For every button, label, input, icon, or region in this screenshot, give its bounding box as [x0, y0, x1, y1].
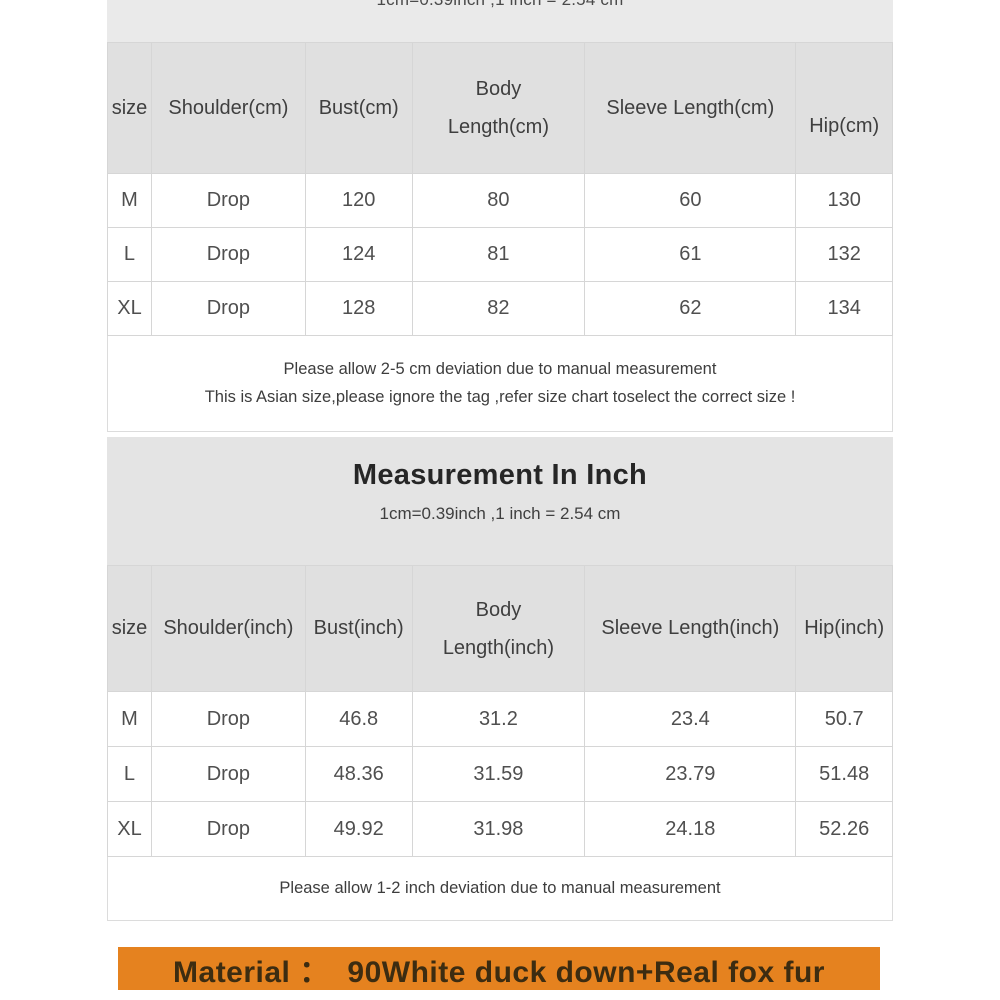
cm-cell-sleeve-l: 61 — [584, 227, 797, 282]
inch-header-hip: Hip(inch) — [795, 565, 893, 692]
inch-cell-bust-l: 48.36 — [304, 746, 413, 802]
clipped-subtitle-strip: 1cm=0.39inch ,1 inch = 2.54 cm — [107, 0, 893, 42]
inch-header-shoulder: Shoulder(inch) — [150, 565, 306, 692]
inch-cell-size-m: M — [107, 691, 152, 747]
inch-cell-body-xl: 31.98 — [411, 801, 586, 857]
cm-header-size: size — [107, 42, 152, 174]
divider-gap — [107, 432, 893, 437]
cm-header-body-length: Body Length(cm) — [411, 42, 586, 174]
inch-row-m: M Drop 46.8 31.2 23.4 50.7 — [107, 691, 893, 747]
inch-note-block: Please allow 1-2 inch deviation due to m… — [107, 857, 893, 921]
cm-cell-size-xl: XL — [107, 281, 152, 336]
cm-cell-shoulder-l: Drop — [150, 227, 306, 282]
cm-cell-body-xl: 82 — [411, 281, 586, 336]
inch-cell-bust-m: 46.8 — [304, 691, 413, 747]
inch-cell-body-l: 31.59 — [411, 746, 586, 802]
inch-row-xl: XL Drop 49.92 31.98 24.18 52.26 — [107, 801, 893, 857]
inch-cell-hip-l: 51.48 — [795, 746, 893, 802]
cm-cell-body-l: 81 — [411, 227, 586, 282]
inch-cell-size-xl: XL — [107, 801, 152, 857]
cm-cell-bust-m: 120 — [304, 173, 413, 228]
inch-cell-hip-m: 50.7 — [795, 691, 893, 747]
inch-size-table: size Shoulder(inch) Bust(inch) Body Leng… — [107, 565, 893, 857]
chart-content: 1cm=0.39inch ,1 inch = 2.54 cm size Shou… — [107, 0, 893, 921]
inch-cell-bust-xl: 49.92 — [304, 801, 413, 857]
material-banner: Material ： 90White duck down+Real fox fu… — [118, 947, 880, 990]
inch-cell-sleeve-xl: 24.18 — [584, 801, 797, 857]
inch-header-row: size Shoulder(inch) Bust(inch) Body Leng… — [107, 565, 893, 692]
cm-cell-shoulder-m: Drop — [150, 173, 306, 228]
cm-header-hip: Hip(cm) — [795, 42, 893, 174]
inch-header-sleeve-length: Sleeve Length(inch) — [584, 565, 797, 692]
cm-header-sleeve-length: Sleeve Length(cm) — [584, 42, 797, 174]
cm-cell-sleeve-m: 60 — [584, 173, 797, 228]
inch-note-line-1: Please allow 1-2 inch deviation due to m… — [279, 879, 721, 897]
clipped-subtitle-text: 1cm=0.39inch ,1 inch = 2.54 cm — [107, 0, 893, 11]
inch-cell-hip-xl: 52.26 — [795, 801, 893, 857]
cm-row-xl: XL Drop 128 82 62 134 — [107, 281, 893, 336]
cm-cell-body-m: 80 — [411, 173, 586, 228]
cm-note-line-2: This is Asian size,please ignore the tag… — [204, 388, 796, 406]
cm-cell-shoulder-xl: Drop — [150, 281, 306, 336]
cm-cell-hip-m: 130 — [795, 173, 893, 228]
inch-header-body-length: Body Length(inch) — [411, 565, 586, 692]
cm-cell-sleeve-xl: 62 — [584, 281, 797, 336]
inch-cell-shoulder-l: Drop — [150, 746, 306, 802]
cm-note-block: Please allow 2-5 cm deviation due to man… — [107, 336, 893, 432]
inch-cell-body-m: 31.2 — [411, 691, 586, 747]
inch-section-subtitle: 1cm=0.39inch ,1 inch = 2.54 cm — [379, 504, 621, 523]
cm-row-m: M Drop 120 80 60 130 — [107, 173, 893, 228]
cm-cell-size-m: M — [107, 173, 152, 228]
cm-cell-bust-l: 124 — [304, 227, 413, 282]
cm-size-table: size Shoulder(cm) Bust(cm) Body Length(c… — [107, 42, 893, 336]
inch-section-header: Measurement In Inch 1cm=0.39inch ,1 inch… — [107, 437, 893, 565]
material-banner-text: Material ： 90White duck down+Real fox fu… — [173, 955, 825, 989]
inch-header-bust: Bust(inch) — [304, 565, 413, 692]
cm-cell-hip-l: 132 — [795, 227, 893, 282]
inch-cell-size-l: L — [107, 746, 152, 802]
cm-row-l: L Drop 124 81 61 132 — [107, 227, 893, 282]
inch-cell-sleeve-m: 23.4 — [584, 691, 797, 747]
cm-cell-bust-xl: 128 — [304, 281, 413, 336]
inch-cell-shoulder-xl: Drop — [150, 801, 306, 857]
inch-section-title: Measurement In Inch — [352, 459, 648, 491]
inch-cell-sleeve-l: 23.79 — [584, 746, 797, 802]
cm-cell-size-l: L — [107, 227, 152, 282]
cm-cell-hip-xl: 134 — [795, 281, 893, 336]
cm-header-row: size Shoulder(cm) Bust(cm) Body Length(c… — [107, 42, 893, 174]
cm-header-bust: Bust(cm) — [304, 42, 413, 174]
inch-header-size: size — [107, 565, 152, 692]
inch-cell-shoulder-m: Drop — [150, 691, 306, 747]
inch-row-l: L Drop 48.36 31.59 23.79 51.48 — [107, 746, 893, 802]
cm-note-line-1: Please allow 2-5 cm deviation due to man… — [283, 360, 717, 378]
cm-header-shoulder: Shoulder(cm) — [150, 42, 306, 174]
